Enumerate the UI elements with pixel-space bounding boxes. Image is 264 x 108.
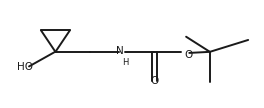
Text: HO: HO <box>17 62 33 72</box>
Text: N: N <box>116 46 124 56</box>
Text: O: O <box>150 76 159 86</box>
Text: H: H <box>122 58 128 67</box>
Text: O: O <box>185 50 193 60</box>
